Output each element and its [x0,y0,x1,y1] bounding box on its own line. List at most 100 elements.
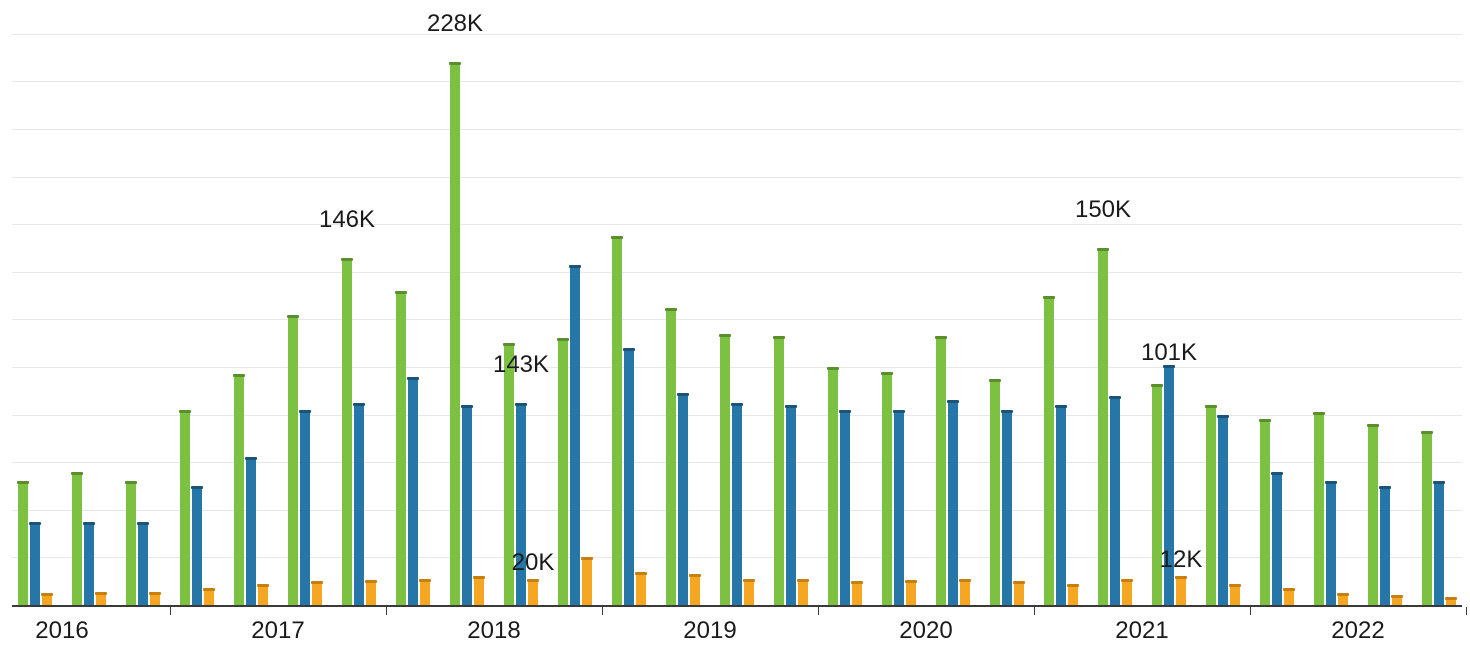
bar-series-c [1392,595,1402,605]
year-tick [1250,607,1251,615]
gridline [12,129,1462,130]
bar-series-c [906,580,916,605]
bar-series-c [528,579,538,605]
bar-series-c [312,581,322,605]
bar-series-b [246,457,256,605]
bar-series-c [204,588,214,605]
bar-series-b [732,403,742,605]
bar-series-c [474,576,484,605]
bar-series-c [690,574,700,605]
year-tick [1034,607,1035,615]
bar-series-b [1056,405,1066,605]
bar-series-c [798,579,808,605]
x-axis-year-label: 2022 [1331,617,1384,645]
bar-series-b [84,522,94,605]
bar-series-c [1284,588,1294,605]
year-tick [818,607,819,615]
bar-series-b [678,393,688,605]
gridline [12,272,1462,273]
bar-series-a [234,374,244,605]
year-tick [386,607,387,615]
x-axis-year-label: 2021 [1115,617,1168,645]
bar-series-b [138,522,148,605]
bar-series-c [1230,584,1240,605]
bar-series-b [1218,415,1228,605]
bar-series-c [1122,579,1132,605]
bar-series-c [366,580,376,605]
value-callout: 12K [1160,546,1203,574]
value-callout: 228K [427,10,483,38]
bar-series-a [18,481,28,605]
bar-series-b [1110,396,1120,605]
bar-series-c [1338,593,1348,605]
bar-series-c [96,592,106,605]
year-tick [1466,607,1467,615]
x-axis-year-label: 2020 [899,617,952,645]
bar-series-a [1368,424,1378,605]
bar-series-a [180,410,190,605]
bar-series-b [1326,481,1336,605]
plot-area [12,10,1462,605]
value-callout: 150K [1075,196,1131,224]
gridline [12,81,1462,82]
bar-series-c [420,579,430,605]
bar-series-c [1176,576,1186,605]
bar-series-b [624,348,634,605]
bar-series-a [774,336,784,605]
value-callout: 20K [512,549,555,577]
gridline [12,224,1462,225]
bar-series-c [852,581,862,605]
value-callout: 143K [493,351,549,379]
bar-series-b [408,377,418,605]
bar-series-a [936,336,946,605]
bar-series-a [450,62,460,605]
bar-series-a [828,367,838,605]
year-tick [602,607,603,615]
bar-series-a [72,472,82,605]
bar-series-a [342,258,352,605]
bar-series-c [1014,581,1024,605]
bar-series-a [1260,419,1270,605]
bar-series-a [1098,248,1108,605]
bar-series-c [582,557,592,605]
bar-series-a [1044,296,1054,605]
bar-series-b [840,410,850,605]
bar-series-b [462,405,472,605]
bar-series-b [570,265,580,605]
gridline [12,319,1462,320]
bar-series-c [744,579,754,605]
bar-series-b [948,400,958,605]
bar-series-b [1380,486,1390,605]
x-axis-year-label: 2016 [35,617,88,645]
bar-series-c [150,592,160,605]
gridline [12,367,1462,368]
bar-series-c [960,579,970,605]
bar-series-b [786,405,796,605]
bar-series-a [288,315,298,605]
gridline [12,177,1462,178]
bar-series-c [1068,584,1078,605]
bar-series-b [192,486,202,605]
bar-series-a [126,481,136,605]
value-callout: 146K [319,206,375,234]
bar-series-a [396,291,406,605]
bar-series-b [1002,410,1012,605]
bar-series-c [1446,597,1456,605]
x-axis-year-label: 2017 [251,617,304,645]
bar-series-a [1314,412,1324,605]
bar-series-b [300,410,310,605]
bar-series-a [882,372,892,605]
bar-series-c [636,572,646,605]
quarterly-bar-chart: 2014201520162017201820192020202120222023… [0,0,1470,651]
x-axis-year-label: 2018 [467,617,520,645]
bar-series-a [990,379,1000,605]
x-axis-baseline [12,605,1462,607]
bar-series-a [612,236,622,605]
bar-series-b [894,410,904,605]
bar-series-a [558,338,568,605]
bar-series-b [1272,472,1282,605]
year-tick [170,607,171,615]
value-callout: 101K [1141,339,1197,367]
x-axis-year-label: 2019 [683,617,736,645]
bar-series-a [720,334,730,605]
